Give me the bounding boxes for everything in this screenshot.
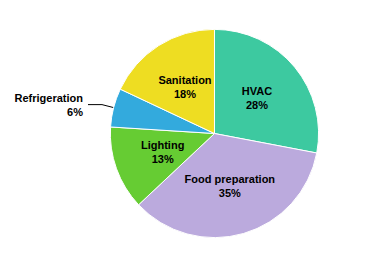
svg-text:Lighting: Lighting (141, 139, 184, 151)
svg-text:18%: 18% (174, 88, 196, 100)
svg-text:35%: 35% (219, 187, 241, 199)
svg-text:28%: 28% (246, 99, 268, 111)
svg-text:6%: 6% (67, 106, 83, 118)
svg-text:HVAC: HVAC (242, 85, 272, 97)
svg-text:Food preparation: Food preparation (185, 173, 276, 185)
svg-text:13%: 13% (152, 153, 174, 165)
svg-text:Sanitation: Sanitation (158, 74, 211, 86)
svg-text:Refrigeration: Refrigeration (15, 92, 84, 104)
